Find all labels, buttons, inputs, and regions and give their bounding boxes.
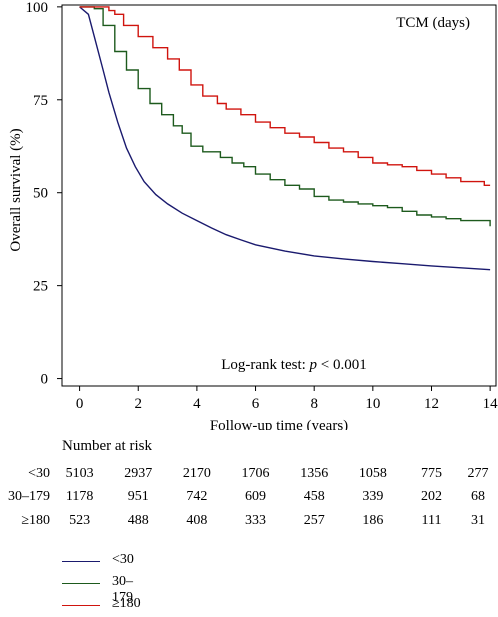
risk-cell: 951 (128, 489, 149, 505)
risk-cell: 775 (421, 466, 442, 482)
risk-cell: 2170 (183, 466, 211, 482)
x-axis-label: Follow-up time (years) (210, 418, 348, 430)
risk-cell: 1058 (359, 466, 387, 482)
x-tick-label: 6 (252, 396, 260, 412)
x-tick-label: 12 (424, 396, 439, 412)
risk-cell: 408 (186, 513, 207, 529)
survival-curve-0 (80, 7, 491, 270)
risk-cell: 277 (468, 466, 489, 482)
legend-label-lt30: <30 (112, 552, 134, 568)
risk-cell: 1706 (242, 466, 270, 482)
risk-cell: 339 (362, 489, 383, 505)
x-tick-label: 2 (134, 396, 142, 412)
risk-cell: 2937 (124, 466, 152, 482)
x-tick-label: 4 (193, 396, 201, 412)
risk-cell: 5103 (66, 466, 94, 482)
survival-curve-2 (80, 7, 491, 185)
log-rank-annotation: Log-rank test: p < 0.001 (221, 357, 367, 373)
x-tick-label: 14 (483, 396, 498, 412)
y-tick-label: 25 (33, 279, 48, 295)
risk-cell: 1356 (300, 466, 328, 482)
risk-table-header: Number at risk (62, 438, 152, 455)
legend-swatch-30-179 (62, 583, 100, 584)
survival-chart: 0 2 4 6 8 10 12 14 0 25 50 75 100 TCM (days) Log-ran… (0, 0, 498, 430)
risk-row-label: ≥180 (0, 513, 50, 529)
legend-swatch-ge180 (62, 605, 100, 606)
series-layer (80, 7, 491, 270)
x-tick-label: 10 (365, 396, 380, 412)
risk-cell: 1178 (66, 489, 93, 505)
risk-cell: 742 (186, 489, 207, 505)
risk-cell: 257 (304, 513, 325, 529)
log-rank-suffix: < 0.001 (317, 357, 367, 373)
risk-cell: 31 (471, 513, 485, 529)
risk-cell: 68 (471, 489, 485, 505)
x-tick-label: 0 (76, 396, 84, 412)
log-rank-prefix: Log-rank test: (221, 357, 309, 373)
y-tick-label: 50 (33, 186, 48, 202)
risk-cell: 333 (245, 513, 266, 529)
y-tick-label: 75 (33, 93, 48, 109)
risk-cell: 202 (421, 489, 442, 505)
risk-cell: 488 (128, 513, 149, 529)
x-tick-label: 8 (310, 396, 318, 412)
risk-cell: 523 (69, 513, 90, 529)
risk-cell: 186 (362, 513, 383, 529)
y-tick-label: 100 (26, 0, 49, 16)
risk-row-label: 30–179 (0, 489, 50, 505)
annotation-top-right: TCM (days) (396, 15, 470, 31)
risk-cell: 111 (422, 513, 442, 529)
legend-swatch-lt30 (62, 561, 100, 562)
risk-cell: 609 (245, 489, 266, 505)
y-axis-label: Overall survival (%) (8, 128, 24, 251)
axes: 0 2 4 6 8 10 12 14 0 25 50 75 100 (26, 0, 498, 412)
y-tick-label: 0 (41, 372, 49, 388)
risk-cell: 458 (304, 489, 325, 505)
risk-row-label: <30 (0, 466, 50, 482)
survival-curve-1 (80, 7, 491, 226)
